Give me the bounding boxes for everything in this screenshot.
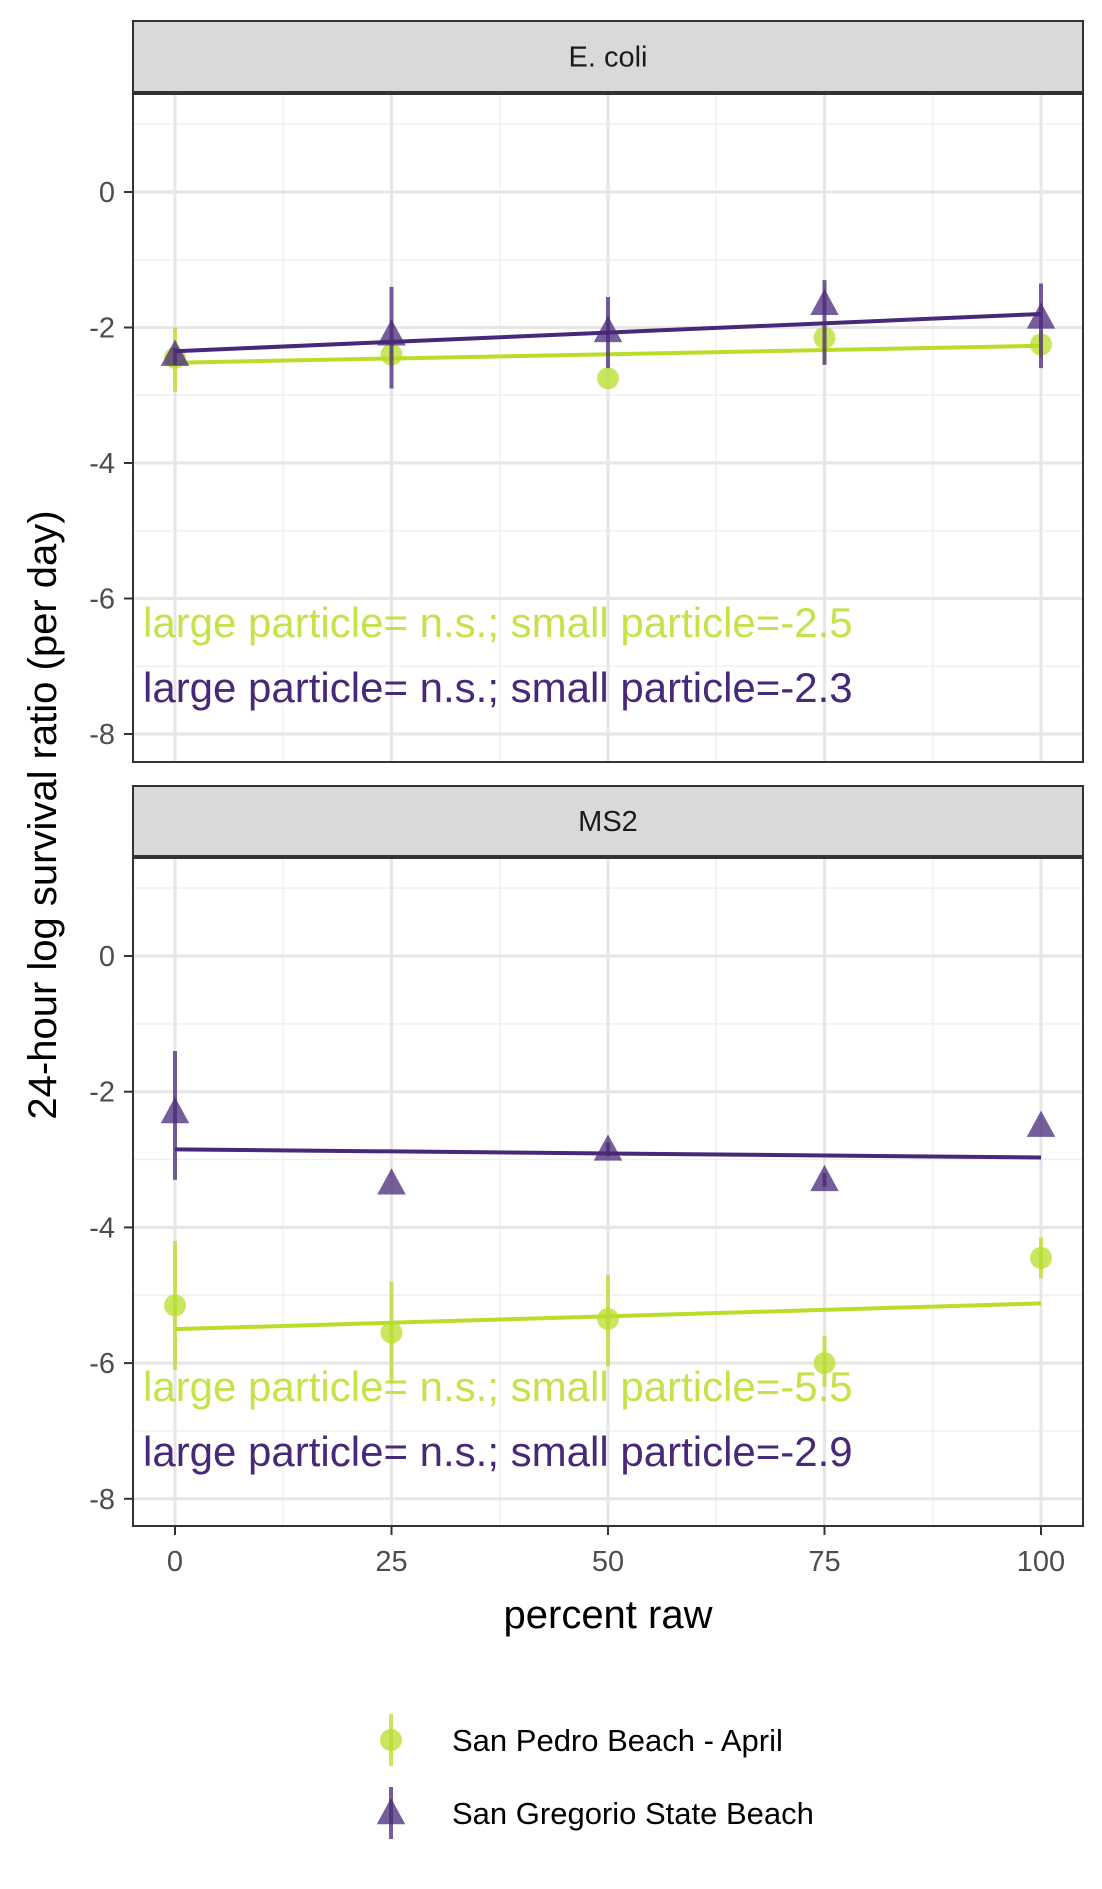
legend-item-san-pedro-beach-april: San Pedro Beach - April xyxy=(380,1714,783,1766)
legend: San Pedro Beach - April San Gregorio Stat… xyxy=(376,1714,814,1839)
y-tick-label: -4 xyxy=(89,1212,115,1244)
fit-annotation: large particle= n.s.; small particle=-5.… xyxy=(143,1363,853,1410)
panels-layer: 0 -2 -4 -6 -8 large particle= n.s.; small par… xyxy=(89,20,1084,1578)
data-point xyxy=(1030,1246,1052,1269)
legend-key-circle xyxy=(380,1729,402,1751)
panel-e-coli: 0 -2 -4 -6 -8 large particle= n.s.; small par… xyxy=(89,20,1084,763)
data-point xyxy=(593,315,623,343)
y-tick-label: -2 xyxy=(89,313,115,345)
y-tick-label: -8 xyxy=(89,1484,115,1516)
y-tick-label: -4 xyxy=(89,448,115,480)
data-point xyxy=(1026,1110,1056,1137)
legend-key-triangle xyxy=(376,1798,406,1825)
y-tick-label: 0 xyxy=(99,177,115,209)
legend-label: San Gregorio State Beach xyxy=(452,1796,814,1831)
data-point xyxy=(593,1134,623,1161)
strip-label: MS2 xyxy=(578,806,638,838)
data-point xyxy=(380,1321,403,1344)
strip-background xyxy=(132,785,1084,857)
x-tick-label: 75 xyxy=(808,1546,840,1578)
x-tick-label: 0 xyxy=(167,1546,183,1578)
data-point xyxy=(1026,302,1056,329)
x-tick-label: 100 xyxy=(1017,1546,1065,1578)
y-axis-title: 24-hour log survival ratio (per day) xyxy=(21,510,65,1119)
series-san-pedro-beach-april xyxy=(164,1237,1052,1387)
series-san-gregorio-state-beach xyxy=(160,1050,1056,1195)
fit-annotation: large particle= n.s.; small particle=-2.… xyxy=(143,1428,853,1475)
strip-background xyxy=(132,20,1084,93)
panel-border xyxy=(132,93,1084,763)
y-tick-label: -8 xyxy=(89,719,115,751)
fit-annotation: large particle= n.s.; small particle=-2.… xyxy=(143,599,853,646)
y-tick-label: 0 xyxy=(99,941,115,973)
strip-label: E. coli xyxy=(569,42,648,74)
data-point xyxy=(597,367,619,390)
y-tick-label: -6 xyxy=(89,1348,115,1380)
data-point xyxy=(810,288,839,316)
data-point xyxy=(160,1097,190,1124)
x-tick-label: 25 xyxy=(375,1546,407,1578)
data-point xyxy=(164,1294,186,1317)
data-point xyxy=(377,1168,406,1195)
panel-ms2: 0 -2 -4 -6 -8 large particle= n.s.; small par… xyxy=(89,785,1084,1527)
legend-label: San Pedro Beach - April xyxy=(452,1723,783,1758)
legend-item-san-gregorio-state-beach: San Gregorio State Beach xyxy=(376,1787,814,1839)
y-tick-label: -2 xyxy=(89,1077,115,1109)
series-san-gregorio-state-beach xyxy=(160,280,1056,389)
x-axis-title: percent raw xyxy=(504,1593,713,1637)
data-point xyxy=(813,1352,836,1375)
data-point xyxy=(160,339,190,366)
fit-annotation: large particle= n.s.; small particle=-2.… xyxy=(143,664,853,711)
data-point xyxy=(810,1164,839,1192)
y-tick-label: -6 xyxy=(89,584,115,616)
x-tick-label: 50 xyxy=(592,1546,624,1578)
data-point xyxy=(597,1307,619,1330)
data-point xyxy=(377,319,406,346)
